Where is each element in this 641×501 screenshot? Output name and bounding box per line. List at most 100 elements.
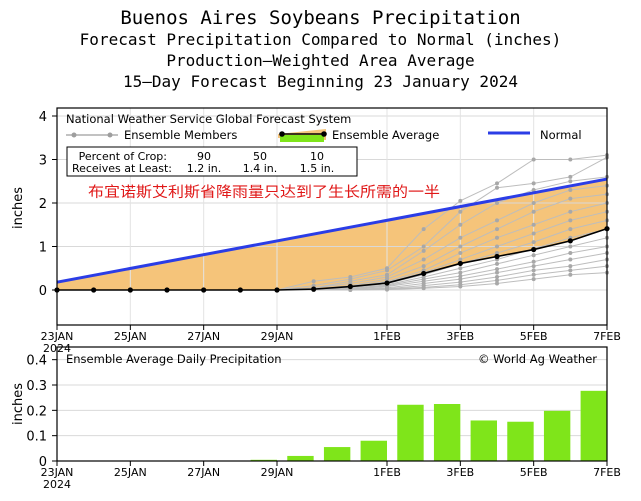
- ensemble-member-point: [568, 209, 573, 214]
- ensemble-member-point: [495, 251, 499, 256]
- ensemble-member-point: [531, 231, 536, 236]
- ensemble-average-point: [567, 238, 573, 244]
- bottom-y-axis-label: inches: [11, 383, 26, 425]
- ensemble-member-point: [531, 209, 536, 214]
- ensemble-member-point: [531, 277, 536, 282]
- ensemble-member-point: [458, 274, 463, 279]
- bottom-x-tick-label: 25JAN: [114, 466, 147, 479]
- bottom-y-tick-label: 0: [39, 455, 47, 470]
- top-y-tick-label: 3: [39, 154, 47, 169]
- bottom-x-tick-label: 23JAN: [41, 466, 74, 479]
- ensemble-member-point: [531, 264, 536, 269]
- daily-bar: [580, 390, 607, 461]
- ensemble-average-point: [457, 260, 463, 267]
- bottom-y-tick-label: 0.3: [26, 379, 47, 394]
- normal-line: [56, 177, 608, 284]
- ensemble-member-point: [458, 235, 463, 240]
- legend-members-dot: [107, 132, 113, 138]
- ensemble-average-point: [237, 287, 243, 293]
- ensemble-average-point: [91, 287, 97, 293]
- ensemble-average-point: [274, 287, 280, 293]
- top-plot-frame: [56, 107, 608, 326]
- ensemble-member-point: [421, 286, 426, 291]
- ensemble-member-point: [385, 287, 389, 292]
- ensemble-member-point: [421, 227, 426, 232]
- ensemble-member-point: [495, 244, 499, 249]
- ensemble-member-point: [531, 272, 536, 277]
- crop-row1-value: 10: [310, 150, 324, 163]
- crop-row1-value: 50: [253, 150, 267, 163]
- top-x-tick-label: 5FEB: [520, 330, 548, 343]
- ensemble-member-point: [421, 264, 426, 269]
- ensemble-member-point: [568, 251, 573, 256]
- ensemble-average-point: [421, 270, 427, 277]
- ensemble-member-point: [458, 244, 463, 249]
- ensemble-member-point: [531, 187, 536, 192]
- ensemble-member-point: [458, 284, 463, 289]
- bottom-y-tick-label: 0.1: [26, 430, 47, 445]
- ensemble-member-point: [495, 278, 499, 283]
- ensemble-member-point: [531, 201, 536, 205]
- ensemble-member-point: [568, 174, 573, 179]
- ensemble-member-point: [568, 268, 573, 273]
- ensemble-average-point: [127, 287, 133, 293]
- ensemble-member-point: [495, 235, 499, 240]
- bottom-x-tick-label: 29JAN: [261, 466, 294, 479]
- legend-average-bar: [280, 135, 324, 142]
- bottom-x-tick-sublabel: 2024: [43, 478, 71, 491]
- daily-bar: [250, 459, 277, 461]
- daily-bar: [360, 440, 387, 461]
- ensemble-member-point: [458, 257, 463, 262]
- ensemble-member-point: [495, 274, 499, 279]
- ensemble-member-point: [531, 259, 536, 264]
- ensemble-member-point: [385, 268, 389, 273]
- ensemble-member-point: [495, 227, 499, 232]
- daily-bar: [323, 447, 351, 461]
- daily-bars: [250, 390, 607, 461]
- ensemble-member-point: [458, 251, 463, 256]
- top-y-tick-label: 0: [39, 284, 47, 299]
- ensemble-member-point: [531, 181, 536, 186]
- top-x-tick-label: 23JAN: [41, 330, 74, 343]
- crop-row2-value: 1.2 in.: [187, 162, 222, 175]
- copyright-text: © World Ag Weather: [478, 352, 597, 366]
- legend-average-dot: [279, 131, 285, 137]
- top-y-tick-label: 4: [39, 110, 47, 125]
- ensemble-member-point: [568, 196, 573, 201]
- crop-row2-value: 1.5 in.: [300, 162, 335, 175]
- crop-row1-label: Percent of Crop:: [79, 150, 167, 163]
- ensemble-average-point: [347, 283, 353, 290]
- top-y-tick-label: 1: [39, 241, 47, 256]
- ensemble-member-point: [531, 222, 536, 227]
- chart-subtitle-area: Production—Weighted Area Average: [166, 51, 475, 70]
- ensemble-member-point: [495, 201, 499, 205]
- bottom-x-tick-label: 7FEB: [593, 466, 621, 479]
- bottom-y-tick-label: 0.4: [26, 354, 47, 369]
- ensemble-member-point: [495, 185, 499, 190]
- ensemble-average-line: [57, 227, 608, 291]
- bottom-x-tick-label: 3FEB: [446, 466, 474, 479]
- ensemble-member-point: [568, 227, 573, 232]
- top-x-tick-label: 3FEB: [446, 330, 474, 343]
- daily-bar: [287, 455, 314, 461]
- ensemble-member-point: [568, 187, 573, 192]
- top-x-tick-label: 1FEB: [373, 330, 401, 343]
- ensemble-member-point: [568, 272, 573, 277]
- ensemble-member-point: [495, 281, 499, 286]
- deficit-area: [57, 179, 607, 290]
- ensemble-member-point: [421, 257, 426, 262]
- daily-bar: [397, 404, 424, 461]
- bottom-x-tick-label: 1FEB: [373, 466, 401, 479]
- ensemble-member-point: [531, 268, 536, 273]
- ensemble-member-point: [495, 270, 499, 275]
- ensemble-average-point: [494, 253, 500, 260]
- ensemble-average-point: [311, 286, 317, 292]
- ensemble-average-point: [164, 287, 170, 293]
- ensemble-member-point: [421, 248, 426, 253]
- ensemble-member-point: [531, 240, 536, 245]
- ensemble-member-point: [495, 218, 499, 223]
